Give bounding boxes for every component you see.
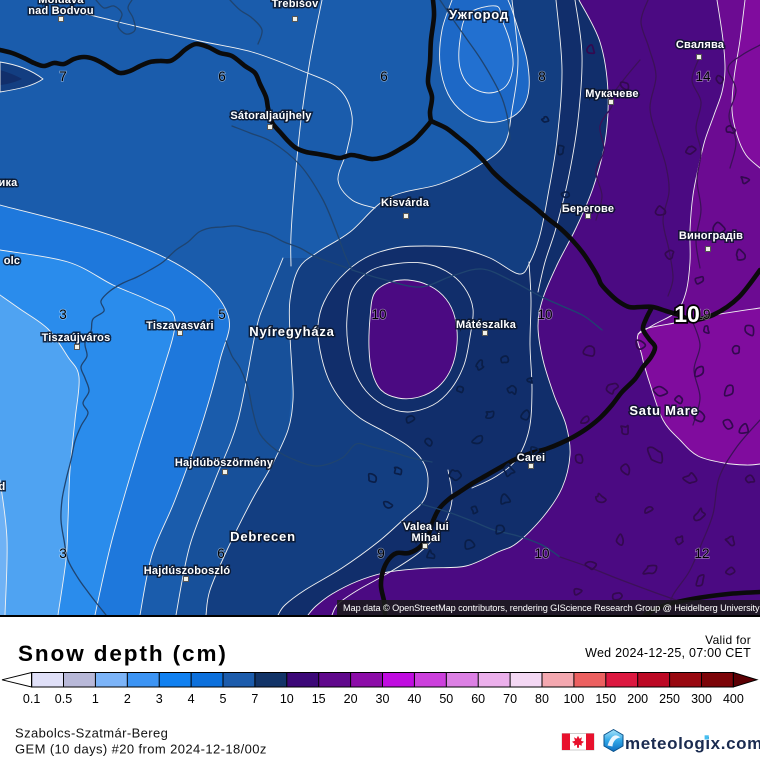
svg-text:10: 10 <box>371 307 386 322</box>
svg-text:Sátoraljaújhely: Sátoraljaújhely <box>230 110 312 122</box>
svg-text:olc: olc <box>4 255 21 267</box>
svg-text:60: 60 <box>471 692 485 706</box>
svg-text:0.5: 0.5 <box>55 692 72 706</box>
svg-text:Debrecen: Debrecen <box>230 529 296 544</box>
svg-text:70: 70 <box>503 692 517 706</box>
svg-text:80: 80 <box>535 692 549 706</box>
svg-text:Satu Mare: Satu Mare <box>629 403 698 418</box>
svg-text:10: 10 <box>534 546 549 561</box>
svg-text:6: 6 <box>380 69 388 84</box>
svg-text:10: 10 <box>674 301 700 327</box>
svg-text:Виноградів: Виноградів <box>679 230 743 242</box>
svg-text:19: 19 <box>695 307 710 322</box>
svg-text:Snow depth (cm): Snow depth (cm) <box>18 641 228 666</box>
svg-text:Nyíregyháza: Nyíregyháza <box>249 324 334 339</box>
svg-text:250: 250 <box>659 692 680 706</box>
svg-text:5: 5 <box>218 307 226 322</box>
svg-text:30: 30 <box>376 692 390 706</box>
svg-text:Wed 2024-12-25, 07:00 CET: Wed 2024-12-25, 07:00 CET <box>585 646 751 660</box>
svg-text:Ужгород: Ужгород <box>449 7 509 22</box>
svg-text:100: 100 <box>563 692 584 706</box>
svg-text:10: 10 <box>280 692 294 706</box>
svg-text:14: 14 <box>695 69 711 84</box>
svg-text:Tiszavasvári: Tiszavasvári <box>146 320 214 332</box>
svg-text:GEM (10 days) #20 from 2024-1: GEM (10 days) #20 from 2024-12-18/00z <box>15 742 267 757</box>
svg-text:Мукачеве: Мукачеве <box>585 88 638 100</box>
svg-text:Hajdúszoboszló: Hajdúszoboszló <box>144 565 231 577</box>
svg-text:Tiszaújváros: Tiszaújváros <box>42 332 111 344</box>
svg-text:Map data © OpenStreetMap contr: Map data © OpenStreetMap contributors, r… <box>343 603 760 613</box>
svg-text:40: 40 <box>407 692 421 706</box>
svg-text:7: 7 <box>251 692 258 706</box>
svg-text:Берегове: Берегове <box>562 203 614 215</box>
svg-text:20: 20 <box>344 692 358 706</box>
svg-text:d: d <box>0 481 5 493</box>
svg-text:150: 150 <box>595 692 616 706</box>
svg-text:8: 8 <box>538 69 546 84</box>
svg-text:200: 200 <box>627 692 648 706</box>
svg-text:Valid for: Valid for <box>705 633 751 647</box>
svg-text:5: 5 <box>220 692 227 706</box>
svg-text:15: 15 <box>312 692 326 706</box>
svg-text:nad Bodvou: nad Bodvou <box>28 5 94 17</box>
svg-text:0.1: 0.1 <box>23 692 40 706</box>
svg-text:Mátészalka: Mátészalka <box>456 319 517 331</box>
svg-text:Свалява: Свалява <box>676 39 725 51</box>
svg-text:7: 7 <box>59 69 67 84</box>
svg-text:Trebišov: Trebišov <box>272 0 320 10</box>
svg-text:12: 12 <box>694 546 709 561</box>
svg-text:3: 3 <box>156 692 163 706</box>
svg-text:Mihai: Mihai <box>411 532 440 544</box>
svg-text:6: 6 <box>217 546 225 561</box>
svg-text:Szabolcs-Szatmár-Bereg: Szabolcs-Szatmár-Bereg <box>15 726 168 741</box>
svg-text:2: 2 <box>124 692 131 706</box>
svg-text:3: 3 <box>59 307 67 322</box>
svg-text:9: 9 <box>377 546 385 561</box>
svg-text:4: 4 <box>188 692 195 706</box>
svg-text:Moldava: Moldava <box>38 0 84 6</box>
svg-text:Kisvárda: Kisvárda <box>381 197 430 209</box>
svg-text:Carei: Carei <box>517 452 546 464</box>
svg-text:6: 6 <box>218 69 226 84</box>
svg-text:400: 400 <box>723 692 744 706</box>
svg-text:meteologix.com: meteologix.com <box>625 734 760 753</box>
svg-text:10: 10 <box>537 307 552 322</box>
svg-text:ика: ика <box>0 177 18 189</box>
svg-text:50: 50 <box>439 692 453 706</box>
svg-text:Valea lui: Valea lui <box>403 521 449 533</box>
svg-text:Hajdúböszörmény: Hajdúböszörmény <box>175 457 274 469</box>
svg-text:1: 1 <box>92 692 99 706</box>
svg-text:3: 3 <box>59 546 67 561</box>
svg-text:300: 300 <box>691 692 712 706</box>
